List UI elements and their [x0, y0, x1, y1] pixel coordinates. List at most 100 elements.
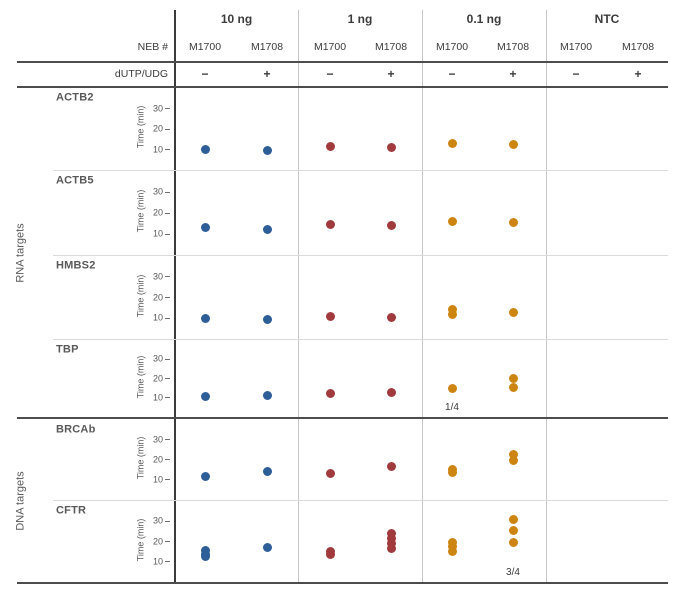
data-point	[447, 383, 457, 393]
data-point	[508, 514, 518, 524]
group-label: DNA targets	[14, 471, 27, 531]
tick-mark	[165, 276, 170, 278]
dutp-sign: −	[448, 67, 456, 81]
data-point	[508, 382, 518, 392]
data-point	[262, 314, 272, 324]
tick-label: 30	[152, 434, 163, 445]
data-point	[200, 313, 210, 323]
target-label: ACTB2	[56, 91, 94, 104]
concentration-header: 1 ng	[347, 12, 373, 26]
data-point	[447, 468, 457, 478]
tick-mark	[165, 541, 170, 542]
tick-label: 30	[152, 515, 163, 526]
data-point	[325, 311, 335, 321]
tick-label: 30	[152, 186, 163, 197]
column-divider	[421, 10, 423, 583]
neb-number-label: NEB #	[137, 40, 168, 53]
panel-separator	[53, 339, 668, 340]
panel-separator	[53, 255, 668, 256]
data-point	[325, 389, 335, 399]
data-point	[508, 139, 518, 149]
tick-mark	[165, 317, 170, 319]
tick-label: 20	[152, 454, 163, 465]
dutp-sign: −	[201, 67, 209, 81]
tick-label: 10	[152, 144, 163, 154]
target-label: BRCAb	[56, 423, 96, 435]
enzyme-header: M1700	[559, 40, 593, 53]
data-point	[508, 307, 518, 317]
tick-mark	[165, 108, 170, 109]
table-rule	[17, 416, 668, 419]
data-point	[386, 533, 396, 543]
dutp-sign: +	[263, 67, 271, 81]
panel-separator	[53, 500, 668, 501]
tick-mark	[165, 191, 170, 193]
tick-mark	[165, 128, 170, 130]
tick-mark	[165, 520, 170, 522]
data-point	[262, 467, 272, 477]
concentration-header: 0.1 ng	[466, 12, 502, 26]
dutp-sign: −	[572, 67, 580, 81]
data-point	[508, 456, 518, 466]
tick-mark	[165, 297, 170, 298]
detection-fraction-annotation: 3/4	[506, 567, 520, 578]
data-point	[200, 472, 210, 482]
data-point	[200, 223, 210, 233]
data-point	[386, 462, 396, 472]
enzyme-header: M1708	[374, 40, 408, 53]
target-label: ACTB5	[56, 174, 94, 187]
tick-label: 20	[152, 373, 163, 383]
tick-mark	[165, 149, 170, 150]
data-point	[200, 552, 210, 562]
column-divider	[297, 10, 299, 583]
dutp-sign: +	[509, 67, 517, 81]
data-point	[386, 142, 396, 152]
data-point	[508, 525, 518, 535]
data-point	[262, 391, 272, 401]
data-point	[386, 312, 396, 322]
tick-mark	[165, 561, 170, 563]
detection-fraction-annotation: 1/4	[445, 402, 459, 413]
table-rule	[17, 581, 668, 584]
data-point	[386, 544, 396, 554]
data-point	[325, 141, 335, 151]
data-point	[262, 543, 272, 553]
data-point	[325, 550, 335, 560]
table-rule	[17, 85, 668, 88]
tick-label: 30	[152, 353, 163, 364]
dutp-udg-label: dUTP/UDG	[114, 67, 168, 80]
tick-label: 30	[152, 271, 163, 282]
target-label: HMBS2	[56, 259, 96, 272]
tick-label: 10	[152, 228, 163, 239]
data-point	[447, 216, 457, 226]
tick-mark	[165, 358, 170, 360]
tick-label: 20	[152, 536, 163, 546]
data-point	[325, 469, 335, 479]
enzyme-header: M1708	[250, 40, 284, 53]
tick-mark	[165, 212, 170, 214]
data-point	[447, 547, 457, 557]
data-point	[200, 145, 210, 154]
target-label: TBP	[56, 343, 79, 356]
data-point	[200, 392, 210, 402]
tick-mark	[165, 459, 170, 461]
enzyme-header: M1700	[435, 40, 469, 53]
enzyme-header: M1700	[313, 40, 347, 53]
time-axis-label: Time (min)	[135, 518, 146, 561]
time-axis-label: Time (min)	[135, 355, 146, 398]
tick-mark	[165, 479, 170, 481]
data-point	[447, 138, 457, 148]
data-point	[386, 221, 396, 231]
tick-label: 20	[152, 123, 163, 134]
tick-mark	[165, 397, 170, 399]
table-rule	[17, 60, 668, 63]
concentration-header: 10 ng	[220, 12, 253, 26]
tick-label: 20	[152, 207, 163, 218]
tick-mark	[165, 439, 170, 441]
data-point	[447, 542, 457, 552]
time-axis-label: Time (min)	[135, 189, 146, 233]
enzyme-header: M1708	[621, 40, 655, 53]
enzyme-header: M1700	[188, 40, 222, 53]
y-axis-line	[174, 10, 176, 583]
